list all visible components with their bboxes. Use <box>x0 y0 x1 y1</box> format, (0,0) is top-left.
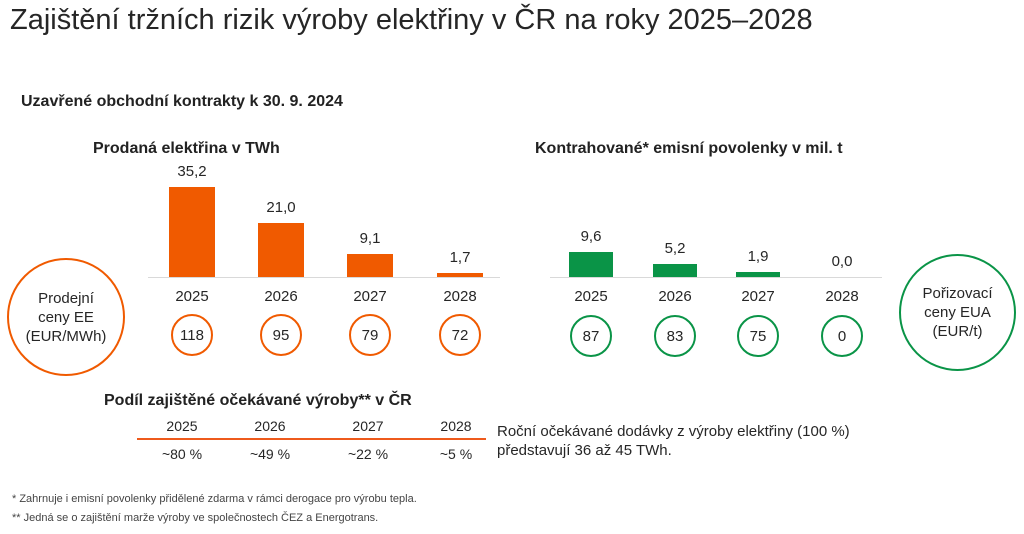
table-header-2025: 2025 <box>166 418 198 434</box>
emission-allowances-value-label-2028: 0,0 <box>831 253 853 270</box>
sold-electricity-bar-2025 <box>169 187 215 277</box>
table-header-2028: 2028 <box>440 418 472 434</box>
table-value-2026: ~49 % <box>249 446 291 462</box>
hedged-share-table-title: Podíl zajištěné očekávané výroby** v ČR <box>104 392 412 409</box>
emission-allowances-year-label-2027: 2027 <box>741 288 775 305</box>
sold-electricity-year-label-2026: 2026 <box>264 288 298 305</box>
sold-electricity-value-label-2025: 35,2 <box>177 163 207 180</box>
emission-allowances-value-label-2027: 1,9 <box>747 248 769 266</box>
allowance-price-circle-2025: 87 <box>570 315 612 357</box>
allowance-price-circle-2026: 83 <box>654 315 696 357</box>
emission-allowances-bar-2026 <box>653 263 697 277</box>
emission-allowances-value-label-2025: 9,6 <box>580 228 602 246</box>
allowance-prices-legend-circle: Pořizovací ceny EUA (EUR/t) <box>899 254 1016 371</box>
emission-allowances-baseline <box>550 277 882 278</box>
emission-allowances-year-label-2026: 2026 <box>658 288 692 305</box>
sold-electricity-bar-2027 <box>347 253 393 277</box>
sold-electricity-bar-2028 <box>437 272 483 277</box>
sold-electricity-chart-title: Prodaná elektřina v TWh <box>93 140 280 157</box>
table-header-2027: 2027 <box>352 418 384 434</box>
footnote-emission-allowances: * Zahrnuje i emisní povolenky přidělené … <box>12 493 417 505</box>
sold-electricity-year-label-2027: 2027 <box>353 288 387 305</box>
emission-allowances-value-label-2026: 5,2 <box>664 239 686 257</box>
table-header-2026: 2026 <box>254 418 286 434</box>
electricity-prices-legend-line3: (EUR/MWh) <box>25 327 107 345</box>
sold-electricity-year-label-2028: 2028 <box>443 288 477 305</box>
emission-allowances-chart-title: Kontrahované* emisní povolenky v mil. t <box>535 140 843 157</box>
allowance-price-circle-2028: 0 <box>821 315 863 357</box>
allowance-prices-legend-line3: (EUR/t) <box>932 323 983 340</box>
electricity-price-circle-2027: 79 <box>349 314 391 356</box>
emission-allowances-bar-2027 <box>736 272 780 277</box>
emission-allowances-year-label-2028: 2028 <box>825 288 859 305</box>
emission-allowances-bar-2025 <box>569 252 613 277</box>
sold-electricity-baseline <box>148 277 500 278</box>
electricity-price-circle-2025: 118 <box>171 314 213 356</box>
emission-allowances-year-label-2025: 2025 <box>574 288 608 305</box>
electricity-prices-legend-line1: Prodejní <box>38 289 94 307</box>
allowance-price-circle-2027: 75 <box>737 315 779 357</box>
annual-supply-note: Roční očekávané dodávky z výroby elektři… <box>497 423 850 459</box>
sold-electricity-bar-2026 <box>258 223 304 277</box>
page-title: Zajištění tržních rizik výroby elektřiny… <box>10 4 813 36</box>
electricity-price-circle-2028: 72 <box>439 314 481 356</box>
table-value-2025: ~80 % <box>161 446 203 462</box>
sold-electricity-year-label-2025: 2025 <box>175 288 209 305</box>
hedged-share-table-rule <box>137 438 486 440</box>
electricity-prices-legend-line2: ceny EE <box>38 308 94 326</box>
sold-electricity-value-label-2026: 21,0 <box>266 199 296 217</box>
footnote-margin-hedging: ** Jedná se o zajištění marže výroby ve … <box>12 512 379 524</box>
table-value-2027: ~22 % <box>347 446 389 462</box>
sold-electricity-value-label-2028: 1,7 <box>449 248 471 266</box>
electricity-price-circle-2026: 95 <box>260 314 302 356</box>
contracts-subtitle: Uzavřené obchodní kontrakty k 30. 9. 202… <box>21 93 343 110</box>
electricity-prices-legend-circle: Prodejní ceny EE (EUR/MWh) <box>7 258 125 376</box>
sold-electricity-value-label-2027: 9,1 <box>359 229 381 247</box>
table-value-2028: ~5 % <box>439 446 473 462</box>
allowance-prices-legend-line2: ceny EUA <box>924 304 991 321</box>
allowance-prices-legend-line1: Pořizovací <box>922 285 993 302</box>
